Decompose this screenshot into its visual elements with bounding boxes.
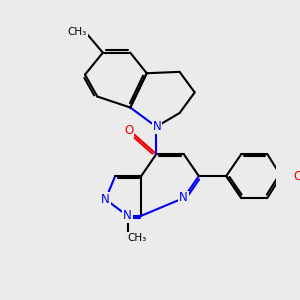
Text: CH₃: CH₃ (128, 233, 147, 243)
Text: CH₃: CH₃ (68, 27, 87, 37)
Text: N: N (123, 209, 132, 222)
Text: O: O (294, 169, 300, 182)
Text: O: O (124, 124, 134, 137)
Text: N: N (152, 120, 161, 133)
Text: N: N (101, 193, 110, 206)
Text: N: N (179, 191, 188, 205)
